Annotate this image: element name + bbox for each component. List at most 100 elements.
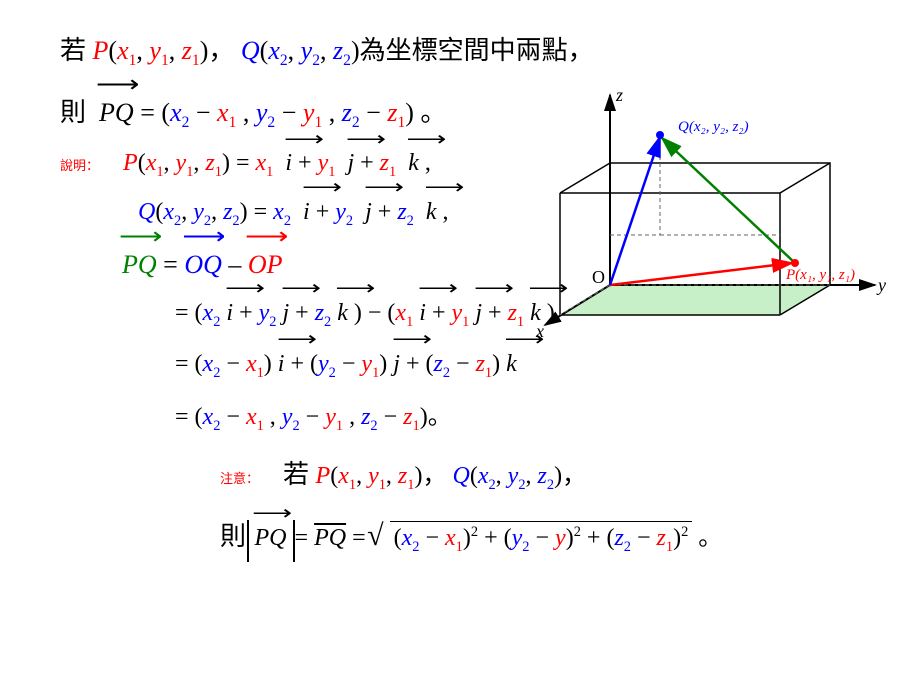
y6: y <box>259 300 270 326</box>
note-label: 注意： <box>220 471 259 486</box>
c10a: ) <box>463 525 471 551</box>
eq8: = ( <box>175 404 203 430</box>
vec-k6: k <box>337 300 348 326</box>
x7r: x <box>246 351 257 377</box>
ze: 則 <box>60 98 86 127</box>
x2d: x <box>273 199 284 225</box>
sep2: , <box>329 98 342 127</box>
plus6b: + <box>295 300 315 326</box>
m7b: − <box>336 351 362 377</box>
line1: 若 P(x1, y1, z1)， Q(x2, y2, z2)為坐標空間中兩點， <box>60 30 860 70</box>
m10a: − <box>419 525 445 551</box>
z1: z <box>182 36 192 65</box>
z2c: z <box>223 199 232 225</box>
y1a: y <box>303 98 315 127</box>
m10b: − <box>529 525 555 551</box>
vec-PQ: PQ <box>99 98 134 127</box>
eq7: = ( <box>175 351 203 377</box>
vec-PQ-g: PQ <box>122 250 157 279</box>
x2a: x <box>170 98 182 127</box>
s8b: , <box>349 404 361 430</box>
minus5: – <box>228 250 248 279</box>
z-label: z <box>615 85 623 105</box>
x2: x <box>268 36 280 65</box>
x: x <box>146 150 157 176</box>
z9: z <box>398 463 407 489</box>
c7c: ) <box>492 351 500 377</box>
sub1c: 1 <box>192 52 200 69</box>
sub2b: 2 <box>312 52 320 69</box>
plus2: + <box>360 150 380 176</box>
minus6: − ( <box>368 300 396 326</box>
x7: x <box>203 351 214 377</box>
vec-j6r: j <box>475 300 482 326</box>
y10: y <box>512 525 523 551</box>
sq2: 2 <box>574 524 581 540</box>
sub2c: 2 <box>343 52 351 69</box>
P9: P <box>316 463 331 489</box>
vec-OP: OP <box>248 250 283 279</box>
plus: + <box>298 150 318 176</box>
c10c: ) <box>673 525 681 551</box>
point-P <box>791 259 799 267</box>
z8r: z <box>403 404 412 430</box>
x1c: x <box>256 150 267 176</box>
y7: y <box>318 351 329 377</box>
period: 。 <box>420 98 446 127</box>
sub2: 2 <box>280 52 288 69</box>
x1: x <box>117 36 129 65</box>
p10a: + <box>484 525 504 551</box>
line9: 注意： 若 P(x1, y1, z1)， Q(x2, y2, z2)， <box>60 454 860 494</box>
y2d: y <box>335 199 346 225</box>
sub1b: 1 <box>161 52 169 69</box>
text-ruo: 若 <box>60 36 86 65</box>
vec-PQ10: PQ <box>255 525 287 551</box>
eq6: = ( <box>175 300 203 326</box>
x6r: x <box>395 300 406 326</box>
z: z <box>205 150 214 176</box>
p7a: + ( <box>290 351 318 377</box>
bottom-face <box>560 285 830 315</box>
line10: 則 ⟶PQ = PQ = (x2 − x1)2 + (y2 − y)2 + (z… <box>60 516 860 556</box>
comma9: ， <box>422 463 446 489</box>
z6r: z <box>508 300 517 326</box>
y10r: y <box>555 525 566 551</box>
m7a: − <box>220 351 246 377</box>
c10b: ) <box>566 525 574 551</box>
x10: x <box>402 525 413 551</box>
Q: Q <box>241 36 260 65</box>
vec-OQ: OQ <box>184 250 222 279</box>
period10: 。 <box>698 525 722 551</box>
x-label: x <box>535 321 544 341</box>
c8: ) <box>420 404 428 430</box>
p10b: + <box>587 525 607 551</box>
plus3: + <box>316 199 336 225</box>
z2d: z <box>397 199 406 225</box>
close: ) <box>405 98 414 127</box>
plus6d: + <box>488 300 508 326</box>
z9b: z <box>538 463 547 489</box>
y9b: y <box>508 463 519 489</box>
Q4: Q <box>138 199 155 225</box>
plus4: + <box>378 199 398 225</box>
P-label: P(x₁, y₁, z₁) <box>785 267 855 283</box>
z10: z <box>614 525 623 551</box>
plus6c: + <box>432 300 452 326</box>
y1: y <box>149 36 161 65</box>
x1a: x <box>217 98 229 127</box>
Q-label: Q(x₂, y₂, z₂) <box>678 119 749 135</box>
x8r: x <box>246 404 257 430</box>
eq4: = <box>254 199 274 225</box>
z7: z <box>433 351 442 377</box>
x8: x <box>203 404 214 430</box>
comma9b: ， <box>562 463 586 489</box>
eq3: = <box>236 150 256 176</box>
period8: 。 <box>428 404 452 430</box>
c7a: ) <box>264 351 272 377</box>
y2c: y <box>193 199 204 225</box>
eq5: = <box>163 250 184 279</box>
m7c: − <box>450 351 476 377</box>
vec-j7: j <box>393 351 400 377</box>
P: P <box>93 36 109 65</box>
z2a: z <box>342 98 352 127</box>
